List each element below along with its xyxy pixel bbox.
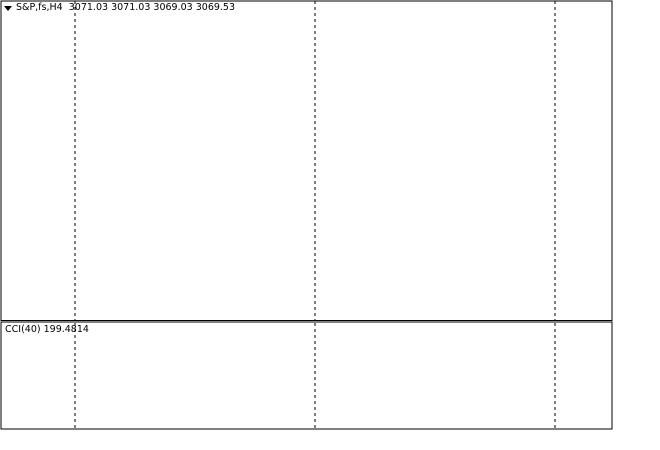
- ohlc-low: 3069.03: [153, 2, 193, 13]
- price-panel-frame: [0, 0, 613, 321]
- ohlc-high: 3071.03: [111, 2, 151, 13]
- cci-panel-frame: [0, 321, 613, 430]
- cci-value: 199.4814: [43, 324, 89, 335]
- ohlc-open: 3071.03: [68, 2, 109, 13]
- cci-header: CCI(40) 199.4814: [5, 324, 89, 335]
- menu-triangle[interactable]: [4, 6, 12, 11]
- price-header: S&P,fs,H4 3071.03 3071.03 3069.03 3069.5…: [16, 2, 235, 13]
- ohlc-close: 3069.53: [195, 2, 236, 13]
- cci-name: CCI(40): [5, 324, 41, 335]
- symbol: S&P,fs,H4: [16, 2, 63, 13]
